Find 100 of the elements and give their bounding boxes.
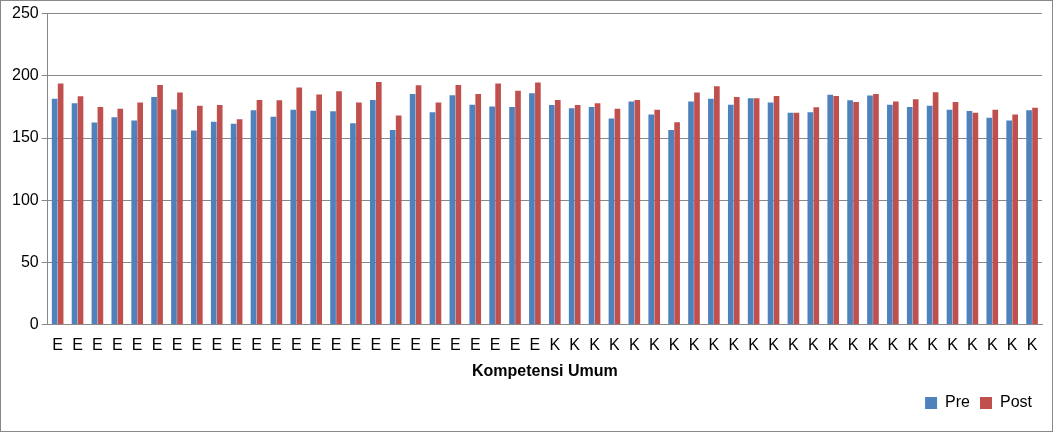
x-tick-label: E — [111, 335, 123, 353]
bar — [833, 95, 840, 325]
bar — [733, 96, 740, 325]
y-tick-label: 200 — [11, 66, 39, 84]
bar — [375, 82, 382, 325]
x-tick-label: K — [708, 335, 720, 353]
bar — [906, 106, 913, 325]
bar — [157, 85, 163, 325]
x-tick-label: E — [350, 335, 362, 353]
bar — [1006, 120, 1013, 325]
x-tick-label: K — [748, 335, 760, 353]
x-tick-label: K — [728, 335, 740, 353]
x-tick-label: K — [807, 335, 819, 353]
x-tick-label: K — [629, 335, 640, 353]
x-tick-label: K — [688, 335, 700, 353]
x-tick-label: E — [290, 335, 302, 353]
bar — [535, 82, 541, 325]
bar — [177, 92, 183, 325]
legend-label: Pre — [945, 393, 971, 411]
x-tick-label: K — [867, 335, 879, 353]
y-tick-label: 50 — [20, 252, 39, 270]
bar — [1026, 110, 1032, 325]
bar — [694, 92, 700, 325]
bar — [529, 93, 535, 325]
bar — [171, 109, 177, 325]
x-tick-label: K — [569, 335, 581, 353]
x-tick-label: E — [390, 335, 402, 353]
bar — [350, 123, 356, 325]
bar — [853, 101, 859, 325]
x-tick-label: K — [827, 335, 839, 353]
bar — [893, 101, 899, 325]
x-tick-label: K — [1026, 335, 1038, 353]
bar — [356, 102, 362, 325]
bar — [515, 90, 521, 325]
x-tick-label: E — [430, 335, 441, 353]
x-tick-label: E — [151, 335, 163, 353]
y-tick-label: 100 — [11, 190, 39, 208]
x-tick-label: E — [171, 335, 183, 353]
bar — [674, 122, 680, 325]
bar — [873, 94, 879, 325]
x-tick-label: E — [52, 335, 63, 353]
bar — [807, 112, 814, 325]
x-tick-label: K — [967, 335, 979, 353]
bar — [548, 105, 555, 325]
x-tick-label: K — [947, 335, 959, 353]
x-tick-label: K — [648, 335, 660, 353]
bar — [336, 91, 342, 325]
bar — [475, 94, 482, 325]
x-tick-label: K — [788, 335, 800, 353]
x-tick-label: E — [529, 335, 541, 353]
bar — [867, 95, 873, 325]
bar — [813, 107, 820, 325]
x-tick-label: E — [310, 335, 322, 353]
bar — [887, 104, 893, 325]
bar — [568, 108, 575, 325]
x-tick-label: K — [887, 335, 899, 353]
x-tick-label: E — [489, 335, 501, 353]
bar — [688, 101, 694, 325]
bar — [395, 115, 402, 325]
x-tick-label: E — [450, 335, 461, 353]
bar — [714, 86, 720, 325]
x-tick-label: E — [410, 335, 421, 353]
bar — [847, 100, 853, 325]
bar — [151, 96, 157, 325]
bar — [509, 106, 515, 325]
bar — [648, 114, 655, 325]
bar — [296, 87, 303, 325]
bar — [634, 99, 641, 325]
x-tick-label: E — [251, 335, 262, 353]
y-tick-label: 0 — [29, 315, 39, 333]
x-tick-label: E — [509, 335, 521, 353]
x-tick-label: E — [211, 335, 223, 353]
bar — [489, 106, 495, 325]
bar — [316, 94, 322, 325]
x-tick-label: E — [330, 335, 342, 353]
bar — [117, 108, 124, 325]
bar — [137, 102, 143, 325]
bar — [330, 111, 336, 325]
x-axis-title: Kompetensi Umum — [471, 361, 618, 379]
x-tick-label: K — [986, 335, 998, 353]
bar — [216, 105, 223, 325]
x-tick-label: E — [370, 335, 382, 353]
bar — [1032, 107, 1038, 325]
y-tick-label: 250 — [11, 4, 39, 22]
x-tick-label: E — [131, 335, 143, 353]
legend-label: Post — [999, 393, 1033, 411]
bar — [912, 99, 919, 325]
bar — [290, 109, 297, 325]
x-tick-label: K — [549, 335, 561, 353]
bar — [495, 83, 501, 325]
bar — [708, 98, 714, 325]
x-tick-label: E — [469, 335, 481, 353]
bar — [992, 109, 999, 325]
y-tick-label: 150 — [11, 128, 39, 146]
x-tick-label: K — [609, 335, 621, 353]
bar — [469, 104, 476, 325]
bar — [111, 117, 118, 325]
x-tick-label: E — [72, 335, 83, 353]
bar — [191, 130, 197, 325]
bar — [727, 104, 734, 325]
